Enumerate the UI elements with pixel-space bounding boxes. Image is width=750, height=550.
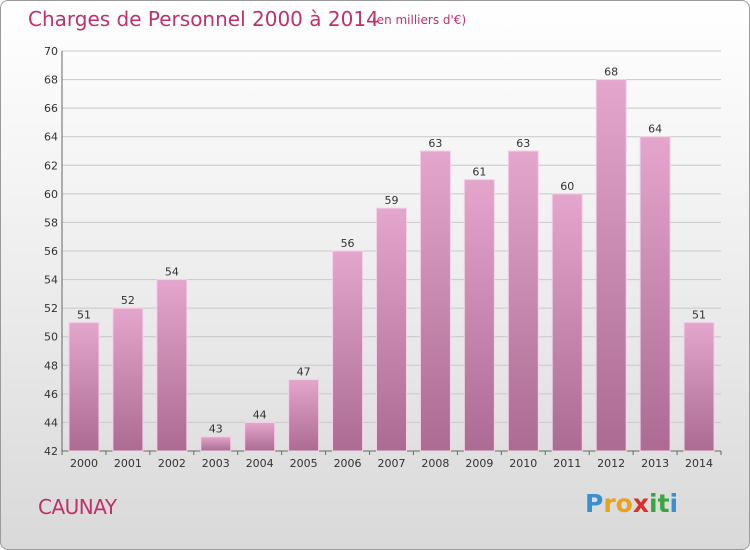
y-tick-label: 48 [44, 359, 58, 372]
bar-value-label: 68 [604, 66, 618, 79]
bar-value-label: 59 [385, 194, 399, 207]
chart-title: Charges de Personnel 2000 à 2014 [28, 7, 379, 31]
x-tick-label: 2003 [202, 457, 230, 470]
bar-value-label: 54 [165, 266, 179, 279]
bar [68, 321, 100, 452]
x-tick-label: 2005 [290, 457, 318, 470]
bar [639, 136, 671, 452]
bar-value-label: 63 [516, 137, 530, 150]
y-tick-label: 46 [44, 388, 58, 401]
y-tick-label: 58 [44, 216, 58, 229]
logo-letter: i [669, 489, 679, 518]
y-tick-label: 50 [44, 331, 58, 344]
y-tick-label: 42 [44, 445, 58, 458]
x-tick-label: 2004 [246, 457, 274, 470]
bar-value-label: 56 [341, 237, 355, 250]
bar [463, 179, 495, 452]
proxiti-logo: Proxiti [585, 489, 678, 518]
x-tick-label: 2002 [158, 457, 186, 470]
x-tick-label: 2010 [509, 457, 537, 470]
bar-value-label: 60 [560, 180, 574, 193]
bar [288, 379, 320, 452]
logo-letter: x [632, 489, 649, 518]
bar [419, 150, 451, 452]
bar [376, 207, 407, 452]
x-tick-label: 2008 [421, 457, 449, 470]
x-tick-label: 2001 [114, 457, 142, 470]
x-tick-label: 2012 [597, 457, 625, 470]
logo-letter: i [649, 489, 658, 518]
bar-value-label: 64 [648, 123, 662, 136]
y-tick-label: 70 [44, 45, 58, 58]
y-tick-label: 52 [44, 302, 58, 315]
bar [200, 436, 232, 452]
chart-subtitle: (en milliers d'€) [372, 13, 467, 27]
bar-value-label: 52 [121, 294, 135, 307]
bar-value-label: 61 [472, 166, 486, 179]
bar [595, 79, 627, 452]
bar [112, 307, 144, 452]
logo-letter: P [585, 489, 604, 518]
logo-letter: t [657, 489, 670, 518]
x-tick-label: 2014 [685, 457, 713, 470]
y-tick-label: 66 [44, 102, 58, 115]
bar [156, 279, 188, 452]
bar-value-label: 51 [77, 308, 91, 321]
bar-value-label: 63 [428, 137, 442, 150]
x-tick-label: 2011 [553, 457, 581, 470]
y-tick-label: 68 [44, 74, 58, 87]
bar [332, 250, 364, 452]
y-tick-label: 44 [44, 416, 58, 429]
x-tick-label: 2009 [465, 457, 493, 470]
bar-value-label: 51 [692, 308, 706, 321]
y-tick-label: 62 [44, 159, 58, 172]
y-tick-label: 60 [44, 188, 58, 201]
y-tick-label: 56 [44, 245, 58, 258]
bar-value-label: 44 [253, 408, 267, 421]
x-tick-label: 2007 [378, 457, 406, 470]
bar-value-label: 47 [297, 366, 311, 379]
x-tick-label: 2006 [334, 457, 362, 470]
logo-letter: o [615, 489, 633, 518]
y-tick-label: 54 [44, 274, 58, 287]
logo-letter: r [603, 489, 616, 518]
x-tick-label: 2013 [641, 457, 669, 470]
y-tick-label: 64 [44, 131, 58, 144]
bar [683, 321, 715, 452]
place-name: CAUNAY [38, 495, 117, 519]
bar [551, 193, 583, 452]
bar [507, 150, 539, 452]
bar [244, 421, 276, 452]
bar-value-label: 43 [209, 423, 223, 436]
x-tick-label: 2000 [70, 457, 98, 470]
